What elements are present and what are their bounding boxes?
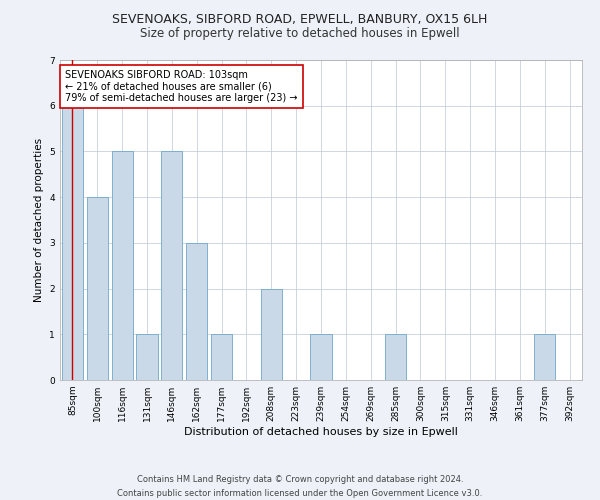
Bar [211,334,232,380]
Bar [310,334,332,380]
X-axis label: Distribution of detached houses by size in Epwell: Distribution of detached houses by size … [184,427,458,437]
Bar [261,288,282,380]
Text: Contains HM Land Registry data © Crown copyright and database right 2024.
Contai: Contains HM Land Registry data © Crown c… [118,476,482,498]
Bar [186,243,207,380]
Bar [385,334,406,380]
Text: Size of property relative to detached houses in Epwell: Size of property relative to detached ho… [140,28,460,40]
Bar [161,152,182,380]
Text: SEVENOAKS, SIBFORD ROAD, EPWELL, BANBURY, OX15 6LH: SEVENOAKS, SIBFORD ROAD, EPWELL, BANBURY… [112,12,488,26]
Bar [534,334,555,380]
Y-axis label: Number of detached properties: Number of detached properties [34,138,44,302]
Bar [136,334,158,380]
Text: SEVENOAKS SIBFORD ROAD: 103sqm
← 21% of detached houses are smaller (6)
79% of s: SEVENOAKS SIBFORD ROAD: 103sqm ← 21% of … [65,70,298,103]
Bar [62,106,83,380]
Bar [112,152,133,380]
Bar [87,197,108,380]
